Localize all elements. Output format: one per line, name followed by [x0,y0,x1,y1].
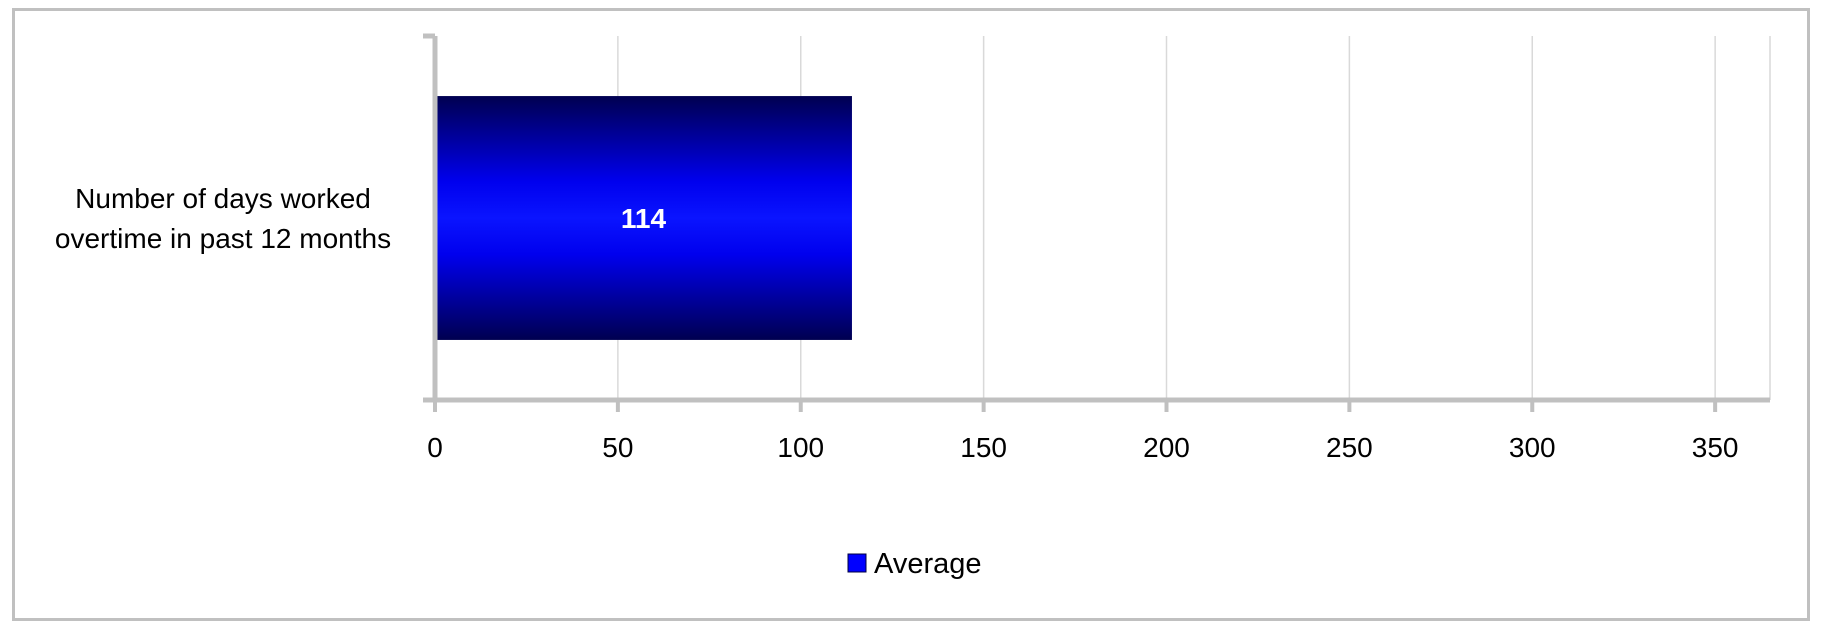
data-label-0: 114 [621,203,667,234]
data-labels: 114 [621,203,667,234]
x-tick-label-50: 50 [602,432,633,463]
category-label-0: Number of days worked overtime in past 12… [55,183,391,254]
legend-swatch-average [847,553,867,573]
bar-average-0 [435,96,852,340]
x-tick-label-350: 350 [1692,432,1739,463]
legend: Average [847,548,982,580]
x-tick-label-250: 250 [1326,432,1373,463]
x-tick-label-150: 150 [960,432,1007,463]
x-tick-labels: 0 50 100 150 200 250 300 350 [427,432,1738,463]
legend-label-average: Average [874,548,982,580]
x-tick-label-300: 300 [1509,432,1556,463]
bars [435,96,852,340]
x-tick-label-0: 0 [427,432,443,463]
axes [423,33,1770,412]
category-labels: Number of days worked overtime in past 12… [55,183,391,254]
chart-frame [12,8,1810,621]
x-tick-label-100: 100 [777,432,824,463]
x-tick-label-200: 200 [1143,432,1190,463]
